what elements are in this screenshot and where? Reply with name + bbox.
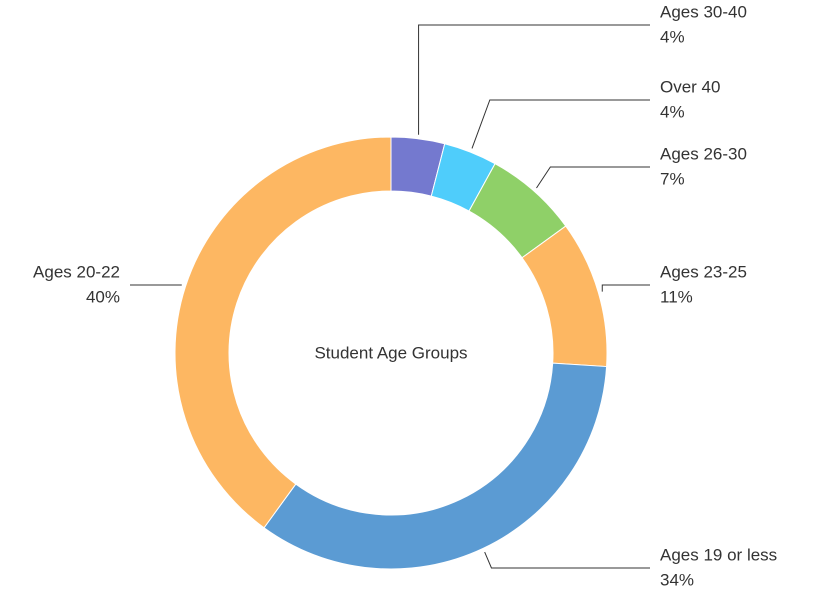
slice-value-label: 40% (86, 287, 120, 306)
leader-line (536, 166, 650, 189)
leader-line (484, 551, 650, 569)
slice-label: Ages 26-30 (660, 144, 747, 163)
slice-label: Over 40 (660, 77, 720, 96)
slice-value-label: 7% (660, 169, 685, 188)
slice-value-label: 11% (660, 287, 693, 306)
slice-value-label: 4% (660, 102, 685, 121)
slice-label: Ages 23-25 (660, 262, 747, 281)
leader-line (418, 24, 650, 135)
donut-slice (174, 136, 392, 529)
slice-value-label: 34% (660, 570, 694, 589)
slice-value-label: 4% (660, 27, 685, 46)
slice-label: Ages 20-22 (33, 262, 120, 281)
donut-slice (263, 362, 608, 570)
slice-label: Ages 19 or less (660, 545, 777, 564)
chart-title: Student Age Groups (314, 343, 467, 362)
slice-label: Ages 30-40 (660, 2, 747, 21)
leader-line (471, 99, 650, 149)
leader-line (601, 284, 650, 292)
